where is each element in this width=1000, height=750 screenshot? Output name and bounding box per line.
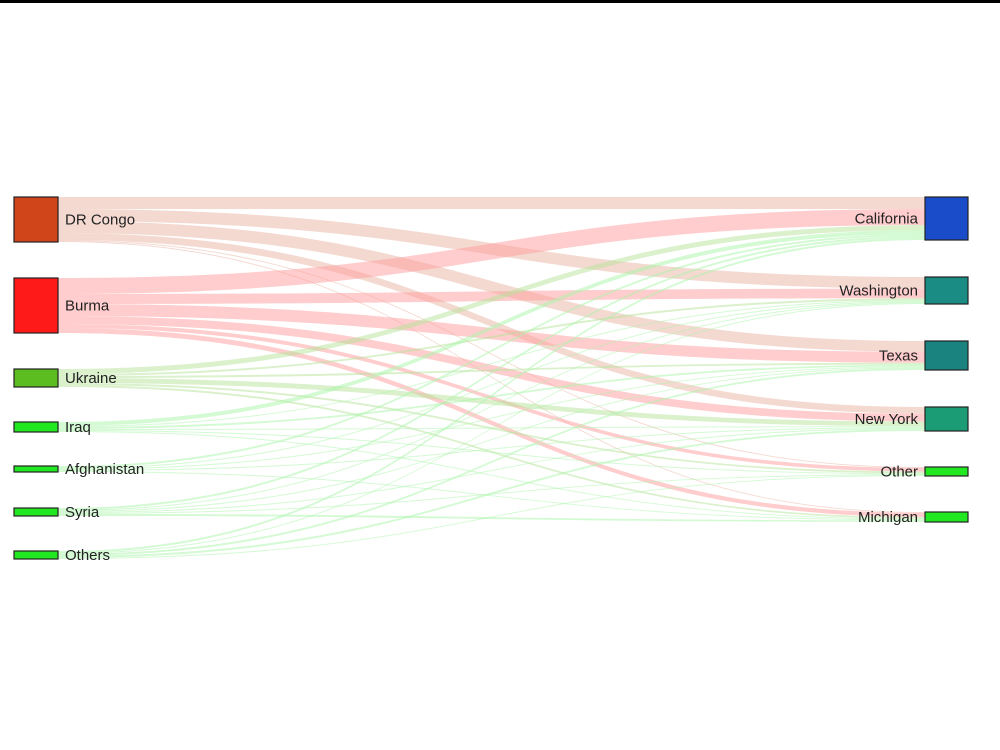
node-michigan[interactable] xyxy=(924,511,969,523)
node-label-ukraine: Ukraine xyxy=(65,370,117,387)
node-label-afghanistan: Afghanistan xyxy=(65,461,144,478)
link-afghanistan-to-michigan[interactable] xyxy=(58,471,925,521)
link-dr-congo-to-california[interactable] xyxy=(58,197,925,209)
link-ukraine-to-texas[interactable] xyxy=(58,362,925,378)
link-others-to-other[interactable] xyxy=(58,475,925,559)
node-label-new-york: New York xyxy=(855,411,919,428)
link-others-to-california[interactable] xyxy=(58,238,925,553)
node-label-other: Other xyxy=(880,464,918,481)
link-iraq-to-other[interactable] xyxy=(58,430,925,475)
link-syria-to-texas[interactable] xyxy=(58,367,925,512)
node-label-dr-congo: DR Congo xyxy=(65,212,135,229)
nodes-layer xyxy=(13,196,969,560)
link-dr-congo-to-texas[interactable] xyxy=(58,221,925,352)
node-label-texas: Texas xyxy=(879,348,918,365)
link-iraq-to-michigan[interactable] xyxy=(58,431,925,520)
links-layer xyxy=(58,197,925,559)
link-dr-congo-to-other[interactable] xyxy=(58,240,925,468)
link-burma-to-california[interactable] xyxy=(58,209,925,294)
node-label-california: California xyxy=(855,211,919,228)
node-label-washington: Washington xyxy=(839,283,918,300)
link-iraq-to-california[interactable] xyxy=(58,230,925,426)
link-syria-to-new-york[interactable] xyxy=(58,428,925,513)
link-dr-congo-to-michigan[interactable] xyxy=(58,241,925,513)
node-other[interactable] xyxy=(924,466,969,477)
node-label-michigan: Michigan xyxy=(858,509,918,526)
link-syria-to-michigan[interactable] xyxy=(58,514,925,522)
link-iraq-to-texas[interactable] xyxy=(58,364,925,429)
labels-layer: DR Congo Burma Ukraine Iraq Afghanistan Syria… xyxy=(65,211,919,565)
node-label-burma: Burma xyxy=(65,298,110,315)
node-washington[interactable] xyxy=(924,276,969,305)
link-burma-to-washington[interactable] xyxy=(58,288,925,304)
node-syria[interactable] xyxy=(13,507,59,517)
node-dr-congo[interactable] xyxy=(13,196,59,243)
link-dr-congo-to-new-york[interactable] xyxy=(58,233,925,414)
link-burma-to-texas[interactable] xyxy=(58,304,925,363)
link-iraq-to-washington[interactable] xyxy=(58,300,925,427)
link-others-to-texas[interactable] xyxy=(58,368,925,556)
link-afghanistan-to-california[interactable] xyxy=(58,234,925,468)
link-ukraine-to-washington[interactable] xyxy=(58,298,925,376)
node-texas[interactable] xyxy=(924,340,969,371)
node-label-iraq: Iraq xyxy=(65,419,91,436)
link-burma-to-michigan[interactable] xyxy=(58,328,925,517)
node-others[interactable] xyxy=(13,550,59,560)
node-burma[interactable] xyxy=(13,277,59,334)
link-ukraine-to-california[interactable] xyxy=(58,225,925,374)
link-afghanistan-to-new-york[interactable] xyxy=(58,427,925,471)
node-iraq[interactable] xyxy=(13,421,59,433)
link-others-to-new-york[interactable] xyxy=(58,429,925,558)
link-ukraine-to-new-york[interactable] xyxy=(58,378,925,427)
top-border xyxy=(0,0,1000,3)
link-syria-to-washington[interactable] xyxy=(58,302,925,511)
node-california[interactable] xyxy=(924,196,969,241)
link-burma-to-other[interactable] xyxy=(58,324,925,472)
link-syria-to-california[interactable] xyxy=(58,236,925,510)
link-afghanistan-to-texas[interactable] xyxy=(58,366,925,470)
node-afghanistan[interactable] xyxy=(13,465,59,473)
node-new-york[interactable] xyxy=(924,406,969,432)
link-burma-to-new-york[interactable] xyxy=(58,316,925,422)
link-afghanistan-to-washington[interactable] xyxy=(58,301,925,469)
link-others-to-washington[interactable] xyxy=(58,303,925,554)
node-label-syria: Syria xyxy=(65,504,100,521)
node-ukraine[interactable] xyxy=(13,368,59,388)
node-label-others: Others xyxy=(65,547,110,564)
